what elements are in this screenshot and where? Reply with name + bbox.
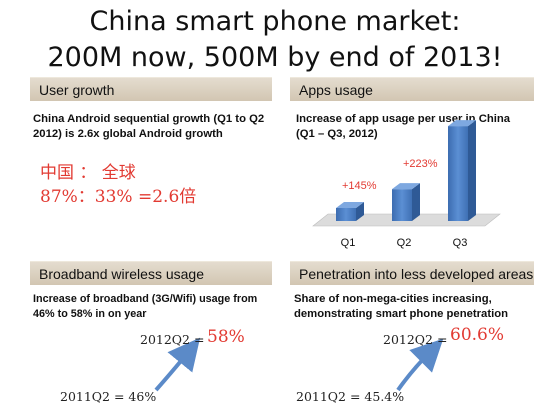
apps-usage-header: Apps usage <box>290 77 534 101</box>
broadband-description: Increase of broadband (3G/Wifi) usage fr… <box>33 293 258 320</box>
broadband-header: Broadband wireless usage <box>30 261 272 285</box>
x-tick-label-q3: Q3 <box>453 237 468 249</box>
annotation-q3: +223% <box>403 158 438 170</box>
slide-title-line-1: China smart phone market: <box>89 6 461 37</box>
x-tick-label-q1: Q1 <box>341 237 356 249</box>
slide-title-line-2: 200M now, 500M by end of 2013! <box>47 42 503 73</box>
user-growth-description: China Android sequential growth (Q1 to Q… <box>33 113 265 140</box>
broadband-2011-label: 2011Q2 = 46% <box>60 389 157 404</box>
penetration-2012-value: 60.6% <box>450 325 505 345</box>
penetration-growth-arrow <box>396 338 444 392</box>
chart-floor <box>312 213 501 227</box>
broadband-2012-label: 2012Q2 = <box>140 332 205 347</box>
user-growth-ratio-value: 87%：33% =2.6倍 <box>40 187 197 207</box>
bar-q2-top <box>392 183 420 190</box>
broadband-growth-arrow <box>154 337 201 392</box>
bar-q1-top <box>336 202 364 208</box>
bar-q1-side <box>356 202 364 221</box>
penetration-description: Share of non-mega-cities increasing, dem… <box>294 293 509 320</box>
penetration-2011-label: 2011Q2 = 45.4% <box>296 389 405 404</box>
broadband-2012-value: 58% <box>207 327 245 347</box>
bar-q1 <box>336 208 356 221</box>
x-tick-label-q2: Q2 <box>397 237 412 249</box>
bar-q2-side <box>412 183 420 221</box>
bar-q2 <box>392 189 412 221</box>
penetration-2012-label: 2012Q2 = <box>383 332 448 347</box>
apps-usage-description: Increase of app usage per user in China … <box>296 113 511 140</box>
user-growth-ratio-label: 中国 ： 全球 <box>40 163 136 183</box>
annotation-q2: +145% <box>342 180 377 192</box>
user-growth-header: User growth <box>30 77 272 101</box>
penetration-header: Penetration into less developed areas <box>290 261 534 285</box>
